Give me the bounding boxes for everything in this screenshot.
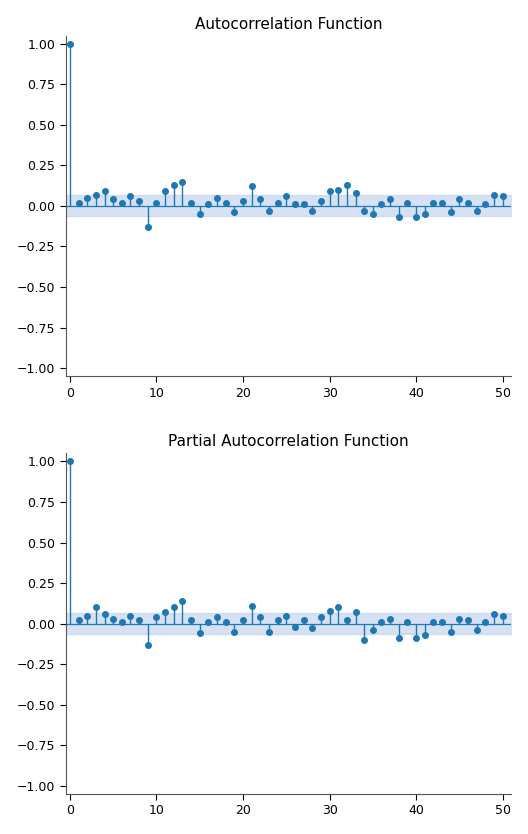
Title: Autocorrelation Function: Autocorrelation Function	[195, 17, 382, 32]
Title: Partial Autocorrelation Function: Partial Autocorrelation Function	[168, 435, 409, 450]
